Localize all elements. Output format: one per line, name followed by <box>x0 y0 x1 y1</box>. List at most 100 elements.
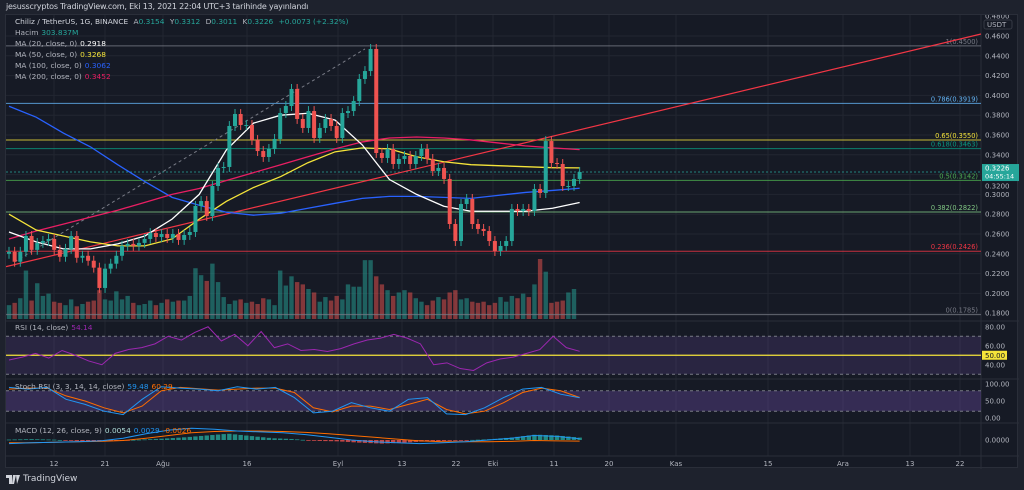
macd-histogram-bar <box>176 437 181 440</box>
candle-body <box>272 138 277 149</box>
volume-bar <box>227 304 232 319</box>
ma50-legend[interactable]: MA (50, close, 0) 0.3268 <box>15 50 109 59</box>
volume-bar <box>46 293 51 319</box>
macd-histogram-bar <box>249 436 255 440</box>
macd-histogram-bar <box>554 435 560 440</box>
candle-body <box>317 127 322 138</box>
macd-histogram-bar <box>91 440 96 442</box>
macd-histogram-bar <box>80 440 85 442</box>
macd-histogram-bar <box>464 440 469 441</box>
macd-histogram-bar <box>407 440 413 443</box>
macd-histogram-bar <box>108 440 113 441</box>
time-axis-label: 16 <box>243 460 252 468</box>
macd-histogram-bar <box>198 435 204 440</box>
ma20-legend[interactable]: MA (20, close, 0) 0.2918 <box>15 39 109 48</box>
candle-body <box>108 263 113 269</box>
macd-legend[interactable]: MACD (12, 26, close, 9) 0.0054 0.0029 -0.00… <box>15 426 194 435</box>
rsi-level-tag <box>982 350 1007 360</box>
candle-body <box>464 198 469 205</box>
volume-bar <box>29 300 34 319</box>
volume-bar <box>311 292 317 319</box>
rsi-axis-label: 60.00 <box>985 342 1005 350</box>
price-axis-label: 0.1800 <box>985 310 1010 318</box>
price-axis-label: 0.4600 <box>985 33 1010 41</box>
macd-histogram-bar <box>193 436 198 440</box>
macd-histogram-bar <box>210 435 215 440</box>
macd-histogram-bar <box>63 440 68 441</box>
candle-body <box>362 71 367 79</box>
macd-histogram-bar <box>153 438 159 440</box>
time-axis-label: Eki <box>488 460 498 468</box>
volume-bar <box>300 284 305 319</box>
macd-histogram-bar <box>12 439 17 441</box>
candle-body <box>515 208 520 212</box>
chart-canvas[interactable]: 12 21 Ağu 16 Eyl 13 22 Eki 11 20 Kas 15 Ara 13 22 0.480… <box>6 15 1019 469</box>
macd-histogram-bar <box>6 439 12 441</box>
candle-body <box>346 111 350 114</box>
volume-bar <box>193 268 198 319</box>
volume-bar <box>402 290 407 319</box>
price-axis-label: 0.2800 <box>985 211 1010 219</box>
candle-body <box>255 140 260 152</box>
low-label: D <box>205 17 212 26</box>
ma100-legend[interactable]: MA (100, close, 0) 0.3062 <box>15 61 114 70</box>
volume-bar <box>18 298 23 319</box>
candle-body <box>40 240 45 243</box>
volume-bar <box>187 295 192 319</box>
candle-body <box>199 201 204 206</box>
macd-histogram-bar <box>283 438 289 440</box>
candle-body <box>430 158 435 172</box>
volume-bar <box>554 301 560 319</box>
volume-bar <box>181 300 187 319</box>
volume-bar <box>441 299 447 319</box>
volume-bar <box>317 301 322 319</box>
macd-histogram-bar <box>300 439 305 441</box>
candle-body <box>492 241 497 252</box>
candle-body <box>131 243 136 246</box>
candle-body <box>385 148 390 158</box>
volume-bar <box>537 259 543 319</box>
candle-body <box>538 188 543 194</box>
macd-histogram-bar <box>227 433 232 440</box>
candle-body <box>487 231 492 242</box>
candle-body <box>120 245 124 256</box>
candle-body <box>63 248 68 257</box>
candle-body <box>12 251 17 262</box>
volume-legend[interactable]: Hacim 303.837M <box>15 28 81 37</box>
candle-body <box>572 178 576 186</box>
macd-histogram-bar <box>430 440 435 442</box>
chart-container[interactable]: 12 21 Ağu 16 Eyl 13 22 Eki 11 20 Kas 15 Ara 13 22 0.480… <box>5 14 1019 469</box>
candle-body <box>182 234 187 240</box>
price-axis-label: 0.2200 <box>985 270 1010 278</box>
trendline <box>6 33 982 268</box>
macd-histogram-bar <box>255 436 260 440</box>
macd-histogram-bar <box>549 435 554 440</box>
macd-histogram-bar <box>272 438 277 440</box>
candle-body <box>329 118 334 126</box>
candle-body <box>18 251 23 262</box>
macd-histogram-bar <box>566 436 571 440</box>
candle-body <box>170 234 175 238</box>
volume-bar <box>57 302 63 319</box>
tradingview-brand[interactable]: TradingView <box>6 474 77 484</box>
candle-body <box>283 105 288 114</box>
candle-body <box>80 255 85 258</box>
candle-body <box>470 198 475 225</box>
symbol-title[interactable]: Chiliz / TetherUS, 1G, BINANCE <box>15 17 129 26</box>
volume-bar <box>148 300 153 319</box>
volume-bar <box>210 263 215 319</box>
ma200-line <box>8 136 580 240</box>
price-axis-label: 0.3400 <box>985 151 1010 159</box>
macd-histogram-bar <box>317 440 322 441</box>
volume-bar <box>80 304 85 319</box>
candle-body <box>351 101 356 112</box>
ma200-legend[interactable]: MA (200, close, 0) 0.3452 <box>15 72 114 81</box>
macd-histogram-bar <box>266 437 272 440</box>
candle-body <box>436 167 441 172</box>
stoch-legend[interactable]: Stoch RSI (3, 3, 14, 14, close) 59.48 60.2… <box>15 382 176 391</box>
rsi-legend[interactable]: RSI (14, close) 54.14 <box>15 323 95 332</box>
volume-bar <box>131 302 136 319</box>
candle-body <box>532 188 537 212</box>
candle-body <box>261 151 266 157</box>
volume-bar <box>328 300 334 319</box>
